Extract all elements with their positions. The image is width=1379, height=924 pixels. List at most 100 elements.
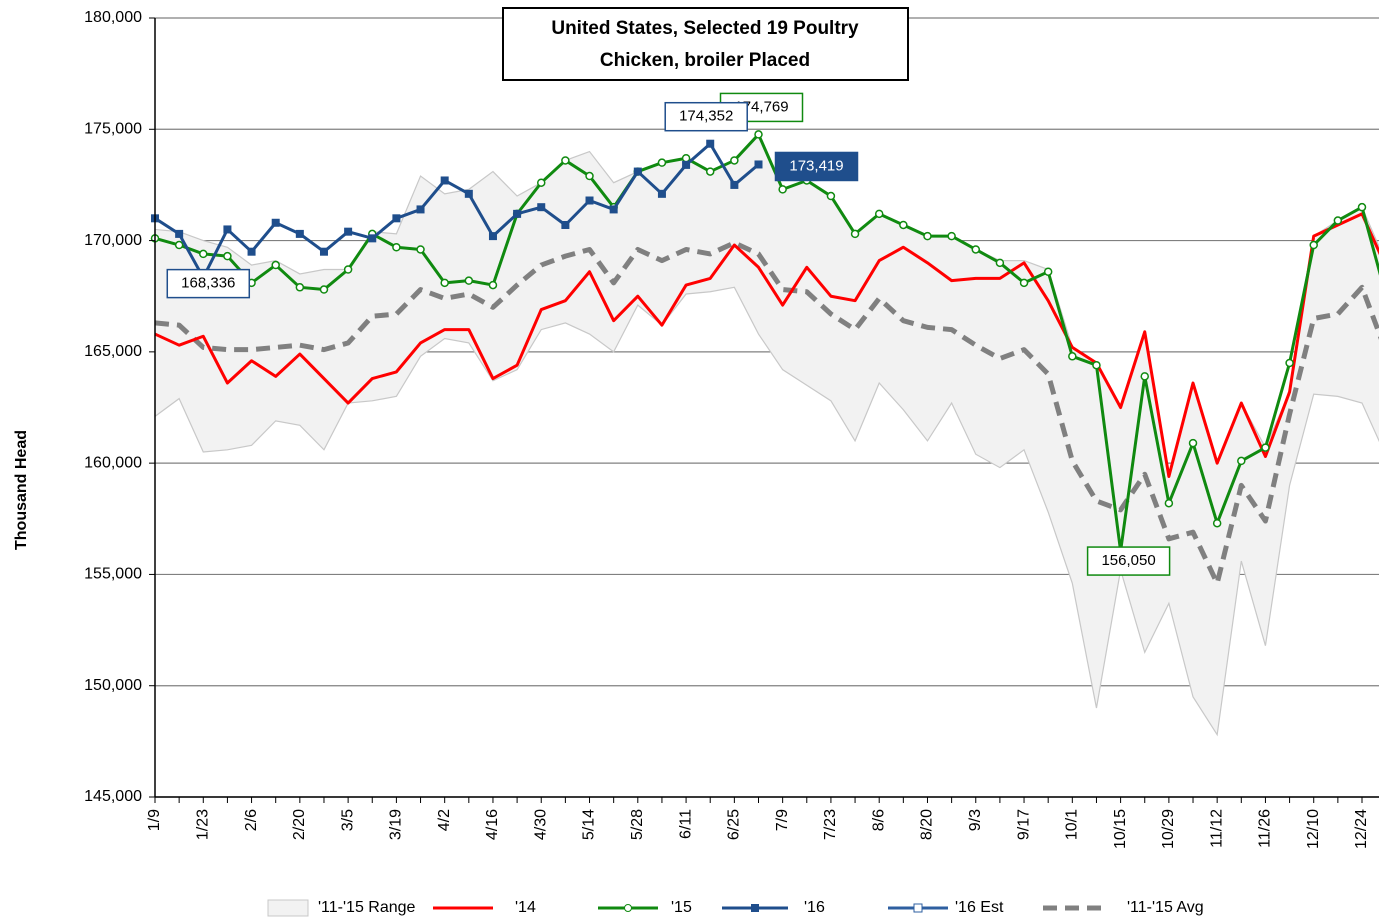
point [1333,216,1343,225]
range-area [154,133,1379,737]
x-tick-label: 10/15 [1112,809,1129,849]
x-tick-label: 11/12 [1208,809,1225,848]
x-tick-label: 9/3 [967,809,984,831]
point [561,220,570,229]
series-line [154,132,1379,553]
series-line [154,240,1379,586]
point [174,240,184,250]
point [488,280,498,290]
point [464,276,474,285]
point [1140,372,1149,381]
y-tick-label: 160,000 [84,454,142,471]
point [874,209,884,219]
x-tick-label: 7/9 [774,809,791,831]
point [1261,443,1270,452]
x-tick-label: 6/11 [677,809,694,839]
legend-label: '11-'15 Avg [1127,899,1204,916]
point [947,231,956,241]
x-tick-label: 10/1 [1064,809,1081,840]
point [1309,240,1318,250]
point [199,249,208,259]
data-label: 173,419 [789,157,843,174]
point [899,220,908,230]
point [175,229,184,238]
point [513,209,522,218]
point [609,205,618,214]
series-line [154,212,1379,478]
point [561,156,570,165]
point [1164,498,1174,508]
data-label: 156,050 [1101,552,1155,569]
legend-label: '14 [515,899,536,916]
point [223,251,232,261]
x-tick-label: 8/6 [870,809,887,831]
y-axis-title: Thousand Head [13,430,30,550]
y-tick-label: 150,000 [84,677,142,694]
y-tick-label: 155,000 [84,566,142,583]
y-tick-label: 165,000 [84,343,142,360]
point [585,171,594,181]
point [657,189,666,198]
point [778,185,787,194]
point [488,232,497,241]
legend-marker [751,904,759,912]
point [271,218,280,227]
data-label-box [166,268,251,299]
legend-label: '16 Est [955,899,1004,916]
point [271,260,280,270]
point [1068,352,1077,361]
point [343,265,353,274]
x-tick-label: 12/24 [1353,809,1370,849]
point [657,158,667,167]
point [223,225,232,234]
title-box [502,7,909,81]
axes: 145,000 150,000 155,000 160,000 165,000 170,0… [84,9,1379,849]
y-tick-label: 170,000 [84,232,142,249]
point [440,278,449,288]
x-tick-label: 4/2 [436,809,453,831]
x-tick-label: 3/19 [388,809,405,840]
x-tick-label: 5/14 [581,809,598,840]
point [971,245,981,254]
point [1212,518,1222,528]
x-tick-label: 1/23 [194,809,211,840]
point [319,247,328,256]
chart-title: Chicken, broiler Placed [600,50,810,71]
point [730,180,739,189]
legend-label: '16 [804,899,825,916]
legend-label: '11-'15 Range [318,899,416,916]
point [1019,278,1029,288]
point [995,258,1005,268]
point [705,167,715,176]
x-tick-label: 12/10 [1305,809,1322,849]
point [392,242,401,252]
data-label: 168,336 [181,275,235,292]
x-tick-label: 9/17 [1015,809,1032,840]
x-tick-label: 5/28 [629,809,646,840]
point [850,229,860,239]
data-label-box [664,101,748,132]
legend: '11-'15 Range '14 '15 '16 '16 Est '11-'15 Avg [267,899,1204,917]
legend-marker [624,904,632,912]
point [633,167,642,176]
point [1237,456,1246,466]
point [1188,438,1198,448]
point [344,227,353,236]
data-label-box [1086,546,1171,576]
x-tick-label: 6/25 [726,809,743,840]
point [1357,202,1367,212]
point [754,160,763,169]
point [536,178,546,187]
point [706,139,715,148]
x-tick-label: 4/16 [484,809,501,840]
point [416,205,425,214]
point [730,156,739,165]
x-tick-label: 7/23 [822,809,839,840]
x-tick-label: 4/30 [532,809,549,840]
point [682,160,691,169]
point [247,247,256,256]
x-tick-label: 8/20 [919,809,936,840]
point [1092,360,1101,370]
